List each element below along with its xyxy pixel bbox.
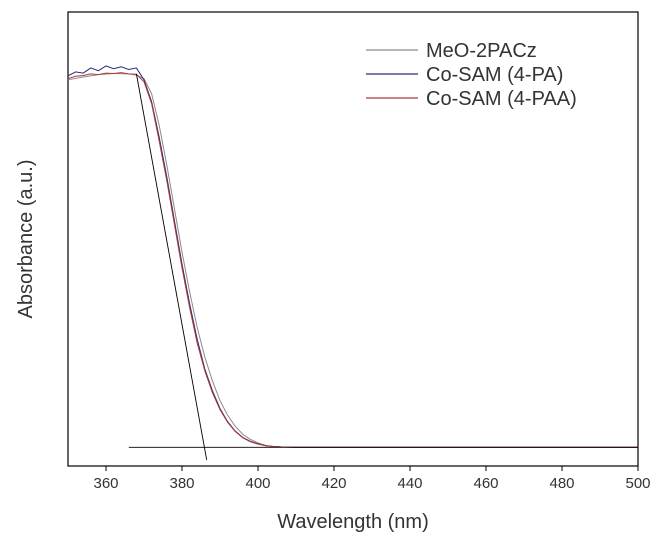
series-layer xyxy=(67,65,638,448)
legend-label-1: MeO-2PACz xyxy=(426,40,537,62)
x-tick-label: 480 xyxy=(549,475,574,492)
series-line-3 xyxy=(67,72,638,448)
series-line-2 xyxy=(67,65,638,448)
x-axis-title: Wavelength (nm) xyxy=(277,511,429,533)
x-axis: 360 380 400 420 440 460 480 500 xyxy=(93,466,651,492)
x-tick-label: 500 xyxy=(625,475,650,492)
y-axis-title: Absorbance (a.u.) xyxy=(15,160,37,319)
x-tick-label: 400 xyxy=(245,475,270,492)
legend-label-2: Co-SAM (4-PA) xyxy=(426,64,563,86)
x-tick-label: 380 xyxy=(169,475,194,492)
legend-label-3: Co-SAM (4-PAA) xyxy=(426,88,577,110)
x-tick-label: 420 xyxy=(321,475,346,492)
x-tick-label: 460 xyxy=(473,475,498,492)
series-line-1 xyxy=(67,72,638,448)
tangent-line xyxy=(135,73,208,461)
plot-frame xyxy=(67,11,639,467)
annotation-layer xyxy=(128,73,638,461)
x-tick-label: 360 xyxy=(93,475,118,492)
x-tick-label: 440 xyxy=(397,475,422,492)
